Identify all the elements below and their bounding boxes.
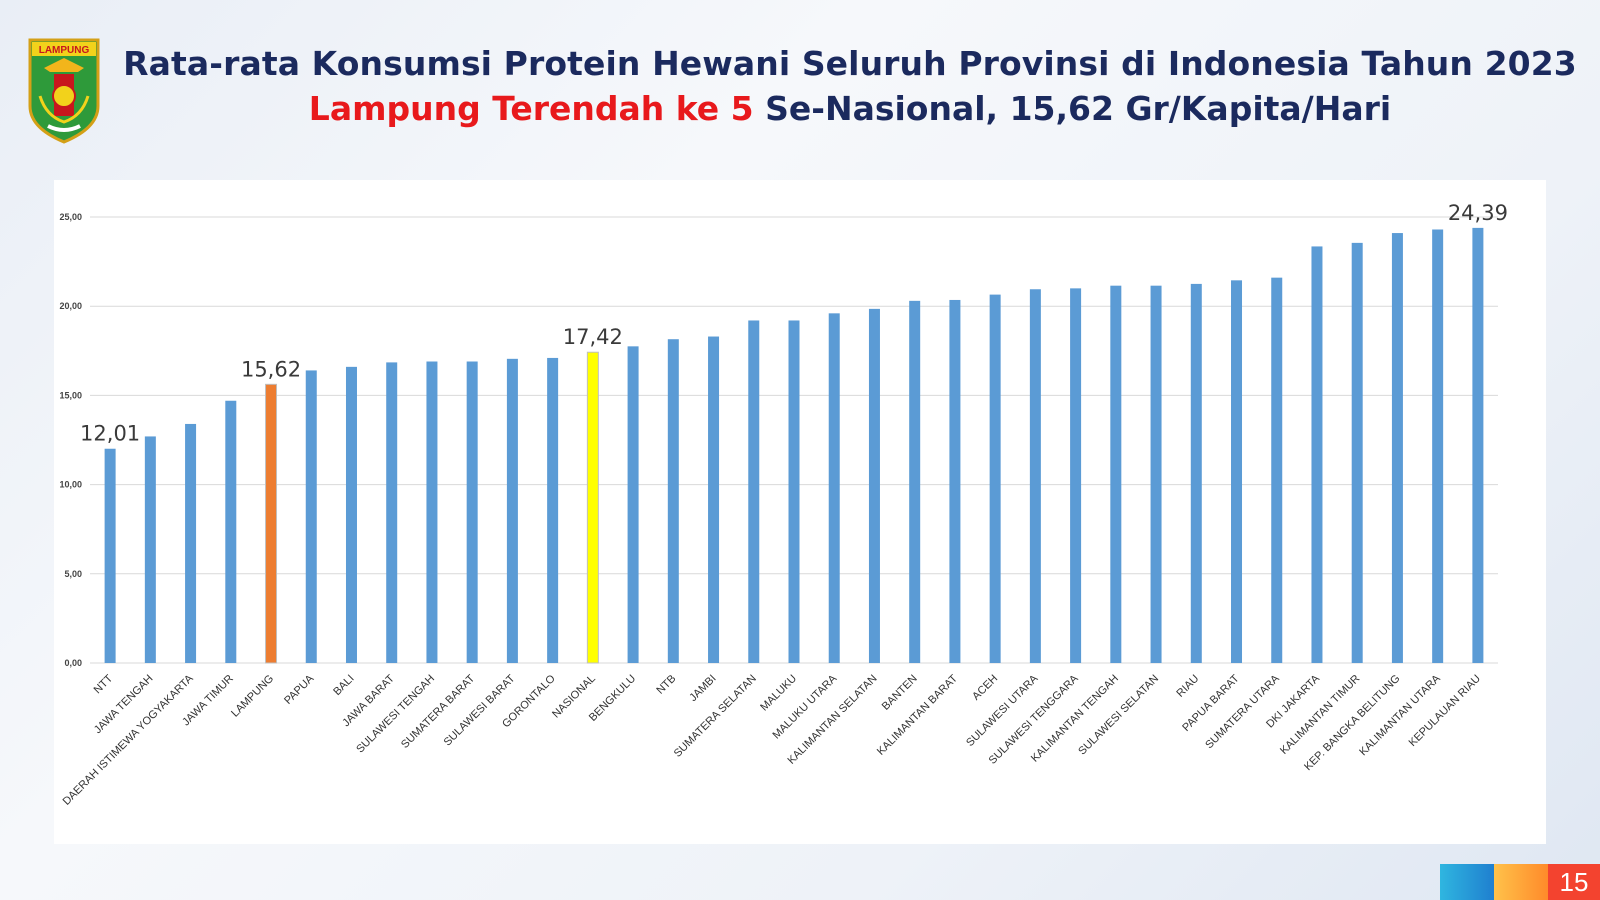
y-tick-label: 20,00 <box>59 301 82 311</box>
x-tick-label: ACEH <box>970 673 1000 703</box>
y-tick-label: 0,00 <box>64 658 82 668</box>
chart-card: 0,00 5,00 10,00 15,00 20,00 25,00 NTT JAWA TENG… <box>54 180 1546 844</box>
x-tick-label: KALIMANTAN UTARA <box>1357 672 1443 758</box>
x-tick-label: KEPULAUAN RIAU <box>1407 673 1483 749</box>
title-block: Rata-rata Konsumsi Protein Hewani Seluru… <box>110 44 1590 128</box>
x-tick-label: SULAWESI SELATAN <box>1076 673 1161 758</box>
bar <box>265 383 278 664</box>
logo-text: LAMPUNG <box>39 45 90 56</box>
x-tick-label: SUMATERA SELATAN <box>672 673 759 760</box>
bar <box>144 436 156 663</box>
bar <box>104 448 116 663</box>
bar <box>1271 277 1283 663</box>
page-title: Rata-rata Konsumsi Protein Hewani Seluru… <box>123 44 1577 83</box>
bar <box>627 346 639 663</box>
x-tick-label: KALIMANTAN BARAT <box>875 672 960 757</box>
x-tick-label: MALUKU <box>758 673 799 714</box>
bar <box>1391 233 1403 663</box>
x-tick-label: LAMPUNG <box>229 673 276 720</box>
x-tick-label: SULAWESI BARAT <box>442 672 518 748</box>
bar <box>466 361 478 663</box>
x-tick-label: RIAU <box>1174 673 1201 700</box>
bar <box>1190 283 1202 663</box>
x-tick-label: SUMATERA UTARA <box>1203 672 1282 751</box>
bar <box>506 358 518 663</box>
bar <box>1110 285 1122 663</box>
bar <box>1150 285 1162 663</box>
lampung-logo: LAMPUNG <box>26 36 102 144</box>
x-tick-label: SULAWESI UTARA <box>964 672 1041 749</box>
data-label: 12,01 <box>80 422 140 446</box>
bar <box>1351 242 1363 664</box>
data-label: 17,42 <box>563 325 623 349</box>
x-tick-label: BANTEN <box>880 673 920 713</box>
x-tick-label: JAMBI <box>687 673 718 704</box>
bar <box>426 361 438 663</box>
x-tick-label: BALI <box>331 673 356 698</box>
bar <box>989 294 1001 663</box>
bar <box>828 313 840 663</box>
page-number: 15 <box>1548 864 1600 900</box>
subtitle-rest: Se-Nasional, 15,62 Gr/Kapita/Hari <box>753 89 1392 128</box>
bar <box>225 400 237 663</box>
data-label: 15,62 <box>241 357 301 381</box>
bar <box>868 308 880 663</box>
bar <box>1029 289 1041 663</box>
bar <box>1472 227 1484 664</box>
bar <box>547 357 559 663</box>
bar <box>586 351 599 664</box>
data-label: 24,39 <box>1448 201 1508 225</box>
bar <box>305 370 317 663</box>
bar <box>708 336 720 663</box>
bar <box>1432 229 1444 663</box>
bar <box>909 300 921 663</box>
x-tick-label: SULAWESI TENGAH <box>354 673 437 756</box>
subtitle-highlight: Lampung Terendah ke 5 <box>308 89 754 128</box>
bar <box>949 299 961 663</box>
y-tick-label: 5,00 <box>64 569 82 579</box>
badge-stripe-blue <box>1440 864 1494 900</box>
bar <box>185 423 197 663</box>
bar <box>1070 288 1082 663</box>
bar <box>345 366 357 663</box>
x-tick-label: KALIMANTAN TIMUR <box>1278 673 1362 757</box>
bar <box>748 320 760 663</box>
x-tick-label: NTT <box>92 672 116 696</box>
x-tick-label: NTB <box>654 673 678 697</box>
page-subtitle: Lampung Terendah ke 5 Se-Nasional, 15,62… <box>110 89 1590 128</box>
page-badge: 15 <box>1440 864 1600 900</box>
y-tick-label: 25,00 <box>59 212 82 222</box>
x-tick-label: PAPUA <box>282 672 317 707</box>
y-tick-label: 15,00 <box>59 390 82 400</box>
badge-stripe-orange <box>1494 864 1548 900</box>
bar <box>1231 280 1243 663</box>
bar <box>1311 246 1323 663</box>
y-tick-label: 10,00 <box>59 480 82 490</box>
x-tick-label: SUMATERA BARAT <box>399 672 477 750</box>
bar <box>386 362 398 663</box>
bar <box>667 339 679 663</box>
bar <box>788 320 800 663</box>
